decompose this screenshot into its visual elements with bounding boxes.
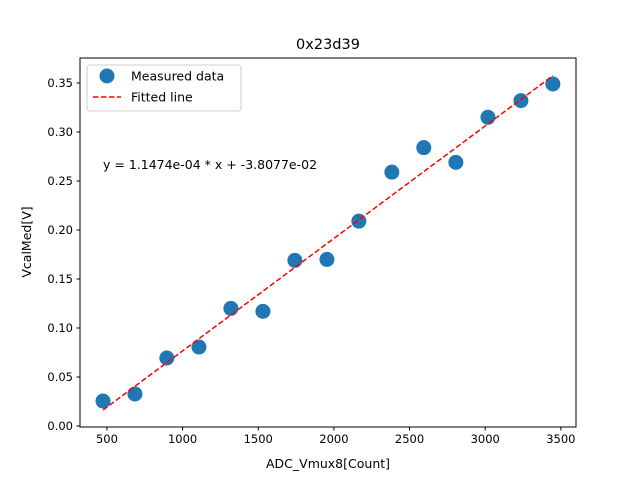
x-tick-label: 2500 xyxy=(395,432,424,446)
y-tick-label: 0.10 xyxy=(47,321,73,335)
y-axis-label: VcalMed[V] xyxy=(19,206,34,277)
data-point xyxy=(127,386,143,402)
chart-title: 0x23d39 xyxy=(296,37,360,53)
data-point xyxy=(416,140,432,156)
x-tick-label: 3500 xyxy=(546,432,575,446)
data-point xyxy=(159,350,175,366)
data-point xyxy=(255,303,271,319)
x-axis: 500 1000 1500 2000 2500 3000 3500 xyxy=(96,427,576,446)
data-point xyxy=(191,339,207,355)
legend-marker-measured xyxy=(99,68,115,84)
data-point xyxy=(319,251,335,267)
data-point xyxy=(287,252,303,268)
y-tick-label: 0.35 xyxy=(47,76,73,90)
x-tick-label: 2000 xyxy=(319,432,348,446)
y-tick-label: 0.00 xyxy=(47,419,73,433)
data-point xyxy=(513,93,529,109)
plot-frame xyxy=(79,57,577,428)
legend-label-fitted: Fitted line xyxy=(131,90,193,105)
legend: Measured data Fitted line xyxy=(86,64,242,112)
data-point xyxy=(448,154,464,170)
y-tick-label: 0.30 xyxy=(47,125,73,139)
fitted-line xyxy=(102,75,554,411)
fit-equation-annotation: y = 1.1474e-04 * x + -3.8077e-02 xyxy=(103,157,317,172)
plot-marks xyxy=(95,75,561,411)
x-tick-label: 1000 xyxy=(168,432,197,446)
x-tick-label: 3000 xyxy=(471,432,500,446)
data-point xyxy=(480,109,496,125)
y-tick-label: 0.20 xyxy=(47,223,73,237)
data-point xyxy=(545,76,561,92)
y-tick-label: 0.15 xyxy=(47,272,73,286)
x-tick-label: 1500 xyxy=(244,432,273,446)
legend-label-measured: Measured data xyxy=(131,69,224,84)
data-point xyxy=(95,393,111,409)
x-tick-label: 500 xyxy=(96,432,118,446)
x-axis-label: ADC_Vmux8[Count] xyxy=(266,456,390,471)
legend-box xyxy=(86,64,242,112)
data-point xyxy=(384,164,400,180)
data-point xyxy=(223,300,239,316)
y-axis: 0.00 0.05 0.10 0.15 0.20 0.25 0.30 0.35 xyxy=(47,76,80,433)
y-tick-label: 0.25 xyxy=(47,174,73,188)
y-tick-label: 0.05 xyxy=(47,370,73,384)
